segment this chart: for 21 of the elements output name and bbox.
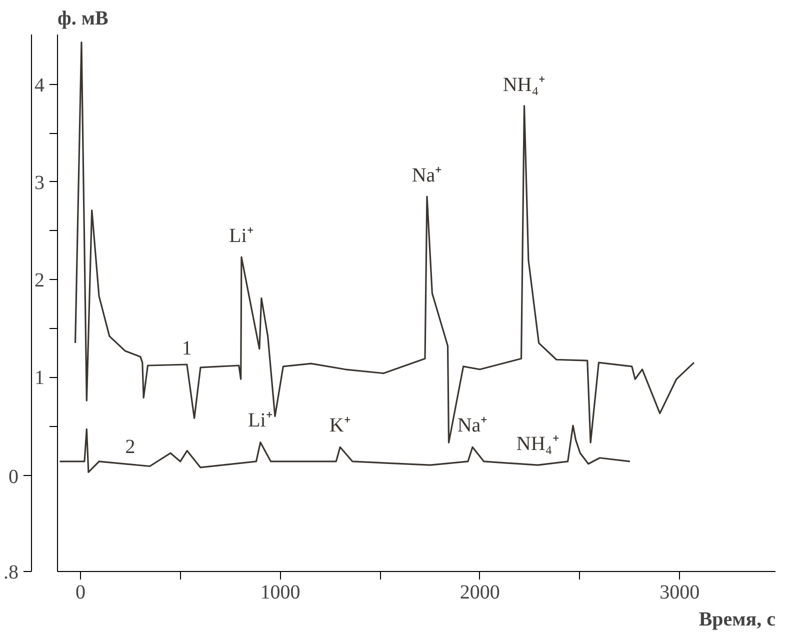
- x-axis-title: Время, с: [698, 608, 776, 630]
- annotation: 2: [125, 436, 136, 458]
- y-tick-label: 4: [34, 74, 44, 96]
- annotation: K⁺: [329, 414, 351, 437]
- annotation: NH₄⁺: [502, 74, 546, 96]
- x-tick-label: 3000: [660, 582, 700, 604]
- x-tick-label: 2000: [460, 582, 500, 604]
- annotation: Li⁺: [248, 410, 273, 432]
- y-tick-label: 2: [34, 270, 44, 292]
- y2-tick-label: .8: [4, 562, 18, 584]
- annotation: Na⁺: [457, 414, 488, 437]
- annotation: Li⁺: [229, 225, 254, 248]
- y2-tick-label: 0: [8, 466, 18, 488]
- y-tick-label: 1: [34, 367, 44, 390]
- x-tick-label: 0: [75, 582, 86, 604]
- y-axis-title: ф. мВ: [58, 8, 108, 30]
- annotation: Na⁺: [412, 164, 442, 187]
- annotation: 1: [182, 338, 192, 360]
- y-tick-label: 3: [34, 172, 44, 194]
- x-tick-label: 1000: [260, 582, 300, 604]
- annotation: NH₄⁺: [516, 433, 560, 456]
